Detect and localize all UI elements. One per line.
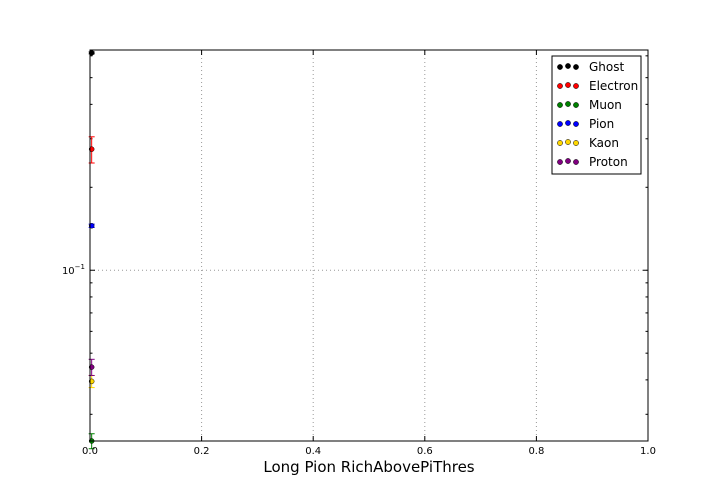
legend-label: Proton <box>589 155 628 169</box>
y-tick-label-base: 10 <box>62 266 75 277</box>
plot-area-frame <box>89 49 649 442</box>
legend-label: Pion <box>589 117 614 131</box>
x-tick-label: 0.6 <box>417 446 433 457</box>
legend-marker <box>557 140 563 146</box>
legend-label: Kaon <box>589 136 619 150</box>
legend: Ghost Electron Muon Pion Kaon Proton <box>551 55 642 175</box>
legend-marker <box>557 102 563 108</box>
legend-marker <box>565 139 571 145</box>
legend-item-proton: Proton <box>557 155 628 169</box>
legend-marker <box>565 63 571 69</box>
legend-marker <box>565 158 571 164</box>
legend-marker <box>565 101 571 107</box>
legend-box <box>551 55 642 175</box>
x-axis-label: Long Pion RichAbovePiThres <box>263 458 474 476</box>
x-tick-label: 1.0 <box>640 446 656 457</box>
legend-label: Electron <box>589 79 638 93</box>
y-tick-label-exponent: −1 <box>75 263 85 271</box>
legend-label: Ghost <box>589 60 624 74</box>
legend-item-muon: Muon <box>557 98 622 112</box>
legend-marker <box>557 121 563 127</box>
legend-marker <box>573 102 579 108</box>
legend-marker <box>557 159 563 165</box>
legend-marker <box>573 83 579 89</box>
legend-item-pion: Pion <box>557 117 614 131</box>
legend-item-ghost: Ghost <box>557 60 624 74</box>
legend-marker <box>557 64 563 70</box>
x-tick-label: 0.0 <box>82 446 98 457</box>
axis-ticks: 0.0 0.2 0.4 0.6 0.8 1.0 10−1 <box>62 50 656 457</box>
x-tick-label: 0.8 <box>528 446 544 457</box>
x-tick-label: 0.4 <box>305 446 321 457</box>
legend-marker <box>557 83 563 89</box>
legend-marker <box>573 64 579 70</box>
legend-item-electron: Electron <box>557 79 638 93</box>
legend-marker <box>565 82 571 88</box>
y-tick-label: 10−1 <box>62 263 85 277</box>
grid <box>90 50 648 441</box>
x-tick-label: 0.2 <box>194 446 210 457</box>
legend-label: Muon <box>589 98 622 112</box>
legend-marker <box>565 120 571 126</box>
legend-marker <box>573 159 579 165</box>
legend-marker <box>573 121 579 127</box>
legend-marker <box>573 140 579 146</box>
legend-item-kaon: Kaon <box>557 136 619 150</box>
